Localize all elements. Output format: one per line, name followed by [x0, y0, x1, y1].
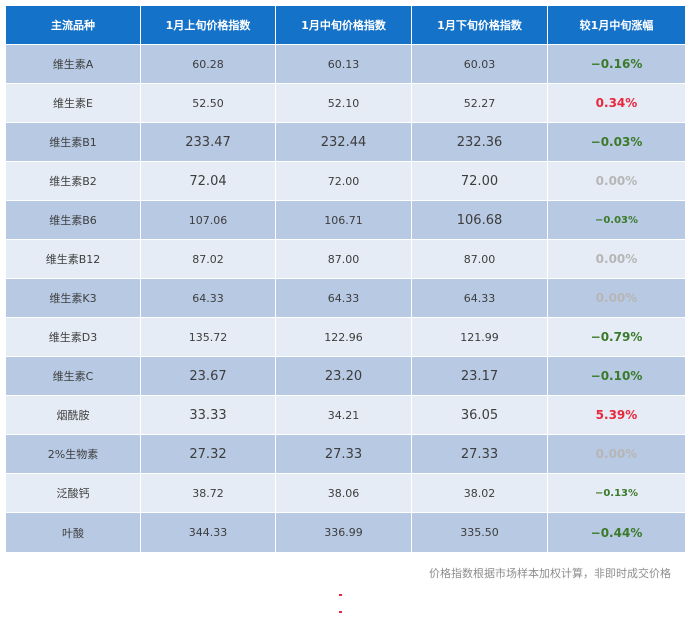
- early-index: 27.32: [140, 434, 276, 474]
- late-index: 232.36: [411, 122, 548, 162]
- early-index: 72.04: [140, 161, 276, 201]
- mid-index: 52.10: [275, 83, 412, 123]
- early-index: 60.28: [140, 44, 276, 84]
- early-index: 107.06: [140, 200, 276, 240]
- variety-name: 烟酰胺: [5, 395, 141, 435]
- late-index: 335.50: [411, 512, 548, 553]
- table-row: 维生素D3 135.72 122.96 121.99 −0.79%: [5, 317, 685, 357]
- early-index: 233.47: [140, 122, 276, 162]
- variety-name: 维生素B1: [5, 122, 141, 162]
- change-percent: 0.34%: [547, 83, 685, 123]
- early-index: 64.33: [140, 278, 276, 318]
- mid-index: 23.20: [275, 356, 412, 396]
- mid-index: 60.13: [275, 44, 412, 84]
- early-index: 87.02: [140, 239, 276, 279]
- variety-name: 维生素B6: [5, 200, 141, 240]
- footnote: 价格指数根据市场样本加权计算，非即时成交价格: [429, 567, 671, 580]
- header-late-january: 1月下旬价格指数: [411, 5, 548, 45]
- decorative-dot: [339, 611, 342, 613]
- decorative-dot: [339, 594, 342, 596]
- mid-index: 336.99: [275, 512, 412, 553]
- table-row: 烟酰胺 33.33 34.21 36.05 5.39%: [5, 395, 685, 435]
- table-row: 叶酸 344.33 336.99 335.50 −0.44%: [5, 512, 685, 553]
- mid-index: 38.06: [275, 473, 412, 513]
- variety-name: 维生素D3: [5, 317, 141, 357]
- late-index: 38.02: [411, 473, 548, 513]
- early-index: 33.33: [140, 395, 276, 435]
- table-row: 维生素B6 107.06 106.71 106.68 −0.03%: [5, 200, 685, 240]
- change-percent: 0.00%: [547, 161, 685, 201]
- variety-name: 维生素K3: [5, 278, 141, 318]
- mid-index: 87.00: [275, 239, 412, 279]
- mid-index: 72.00: [275, 161, 412, 201]
- table-row: 维生素K3 64.33 64.33 64.33 0.00%: [5, 278, 685, 318]
- early-index: 52.50: [140, 83, 276, 123]
- variety-name: 维生素B12: [5, 239, 141, 279]
- table-row: 维生素B12 87.02 87.00 87.00 0.00%: [5, 239, 685, 279]
- variety-name: 泛酸钙: [5, 473, 141, 513]
- mid-index: 106.71: [275, 200, 412, 240]
- header-variety: 主流品种: [5, 5, 141, 45]
- change-percent: −0.79%: [547, 317, 685, 357]
- mid-index: 27.33: [275, 434, 412, 474]
- late-index: 36.05: [411, 395, 548, 435]
- change-percent: 5.39%: [547, 395, 685, 435]
- change-percent: 0.00%: [547, 239, 685, 279]
- table-row: 维生素E 52.50 52.10 52.27 0.34%: [5, 83, 685, 123]
- variety-name: 维生素B2: [5, 161, 141, 201]
- early-index: 135.72: [140, 317, 276, 357]
- late-index: 64.33: [411, 278, 548, 318]
- mid-index: 122.96: [275, 317, 412, 357]
- table-row: 维生素B1 233.47 232.44 232.36 −0.03%: [5, 122, 685, 162]
- header-early-january: 1月上旬价格指数: [140, 5, 276, 45]
- change-percent: −0.03%: [547, 200, 685, 240]
- mid-index: 64.33: [275, 278, 412, 318]
- table-header-row: 主流品种 1月上旬价格指数 1月中旬价格指数 1月下旬价格指数 较1月中旬涨幅: [5, 5, 685, 45]
- change-percent: −0.16%: [547, 44, 685, 84]
- variety-name: 维生素A: [5, 44, 141, 84]
- change-percent: 0.00%: [547, 434, 685, 474]
- late-index: 60.03: [411, 44, 548, 84]
- change-percent: −0.03%: [547, 122, 685, 162]
- late-index: 106.68: [411, 200, 548, 240]
- table-row: 维生素C 23.67 23.20 23.17 −0.10%: [5, 356, 685, 396]
- table-row: 泛酸钙 38.72 38.06 38.02 −0.13%: [5, 473, 685, 513]
- table-row: 维生素A 60.28 60.13 60.03 −0.16%: [5, 44, 685, 84]
- early-index: 38.72: [140, 473, 276, 513]
- variety-name: 维生素E: [5, 83, 141, 123]
- early-index: 23.67: [140, 356, 276, 396]
- change-percent: 0.00%: [547, 278, 685, 318]
- change-percent: −0.10%: [547, 356, 685, 396]
- late-index: 23.17: [411, 356, 548, 396]
- table-row: 2%生物素 27.32 27.33 27.33 0.00%: [5, 434, 685, 474]
- mid-index: 34.21: [275, 395, 412, 435]
- header-change: 较1月中旬涨幅: [547, 5, 685, 45]
- mid-index: 232.44: [275, 122, 412, 162]
- change-percent: −0.13%: [547, 473, 685, 513]
- variety-name: 维生素C: [5, 356, 141, 396]
- late-index: 121.99: [411, 317, 548, 357]
- late-index: 27.33: [411, 434, 548, 474]
- variety-name: 2%生物素: [5, 434, 141, 474]
- table-row: 维生素B2 72.04 72.00 72.00 0.00%: [5, 161, 685, 201]
- late-index: 72.00: [411, 161, 548, 201]
- header-mid-january: 1月中旬价格指数: [275, 5, 412, 45]
- late-index: 52.27: [411, 83, 548, 123]
- price-index-table: 主流品种 1月上旬价格指数 1月中旬价格指数 1月下旬价格指数 较1月中旬涨幅 …: [5, 5, 685, 553]
- variety-name: 叶酸: [5, 512, 141, 553]
- change-percent: −0.44%: [547, 512, 685, 553]
- early-index: 344.33: [140, 512, 276, 553]
- late-index: 87.00: [411, 239, 548, 279]
